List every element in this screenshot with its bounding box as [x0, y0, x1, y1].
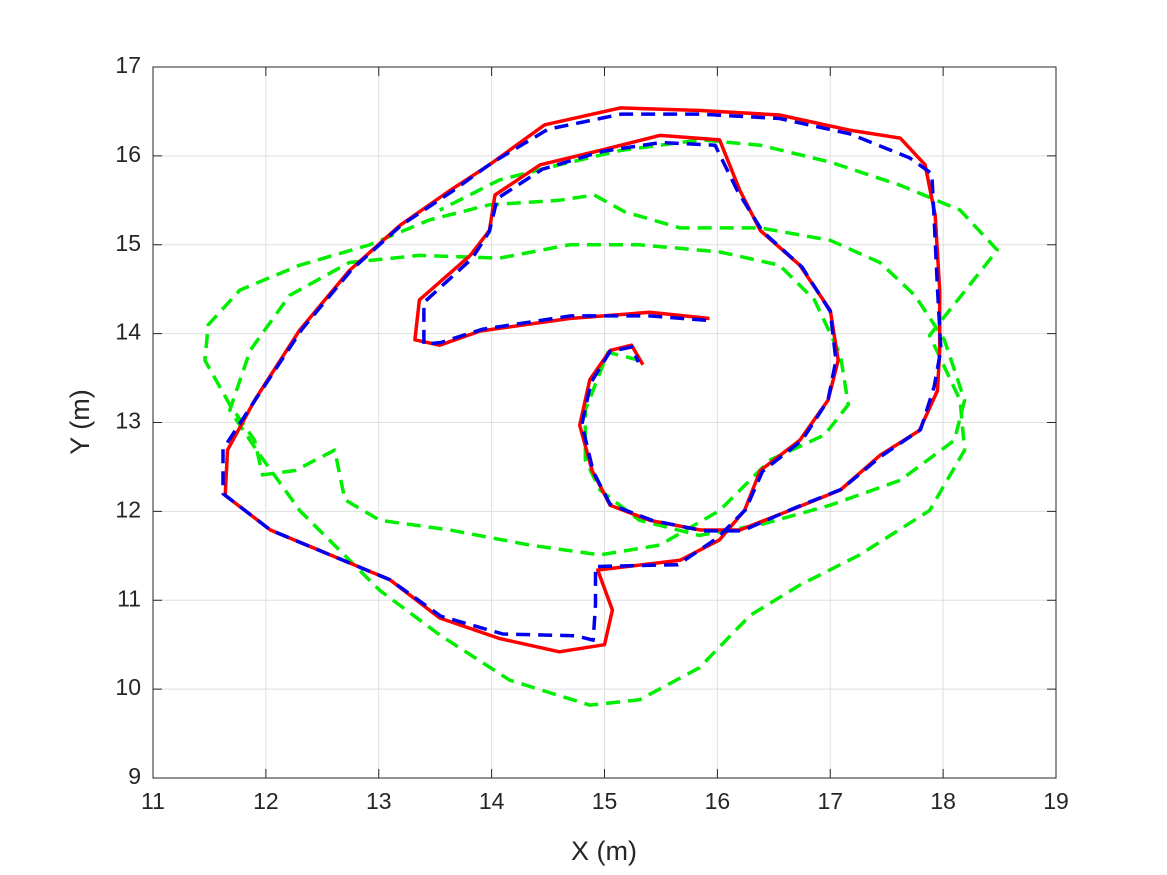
x-tick-label: 17 — [817, 788, 843, 814]
trajectory-line — [221, 112, 943, 642]
y-tick-label: 11 — [117, 585, 141, 611]
y-tick-label: 16 — [115, 141, 141, 167]
y-tick-label: 9 — [128, 763, 141, 789]
trajectory-line — [203, 138, 1000, 707]
y-axis-label: Y (m) — [65, 389, 95, 455]
y-tick-label: 12 — [115, 496, 141, 522]
x-tick-label: 13 — [366, 788, 392, 814]
y-tick-label: 14 — [115, 319, 141, 345]
x-tick-label: 18 — [930, 788, 956, 814]
x-tick-label: 12 — [253, 788, 279, 814]
y-tick-label: 10 — [115, 674, 141, 700]
x-tick-label: 19 — [1043, 788, 1069, 814]
y-tick-label: 17 — [115, 52, 141, 78]
y-tick-label: 13 — [115, 408, 141, 434]
axes-box — [152, 66, 1057, 779]
y-tick-label: 15 — [115, 230, 141, 256]
x-tick-label: 14 — [479, 788, 505, 814]
x-tick-label: 15 — [592, 788, 618, 814]
x-axis-label: X (m) — [571, 836, 637, 866]
x-tick-label: 11 — [141, 788, 165, 814]
x-tick-label: 16 — [705, 788, 731, 814]
